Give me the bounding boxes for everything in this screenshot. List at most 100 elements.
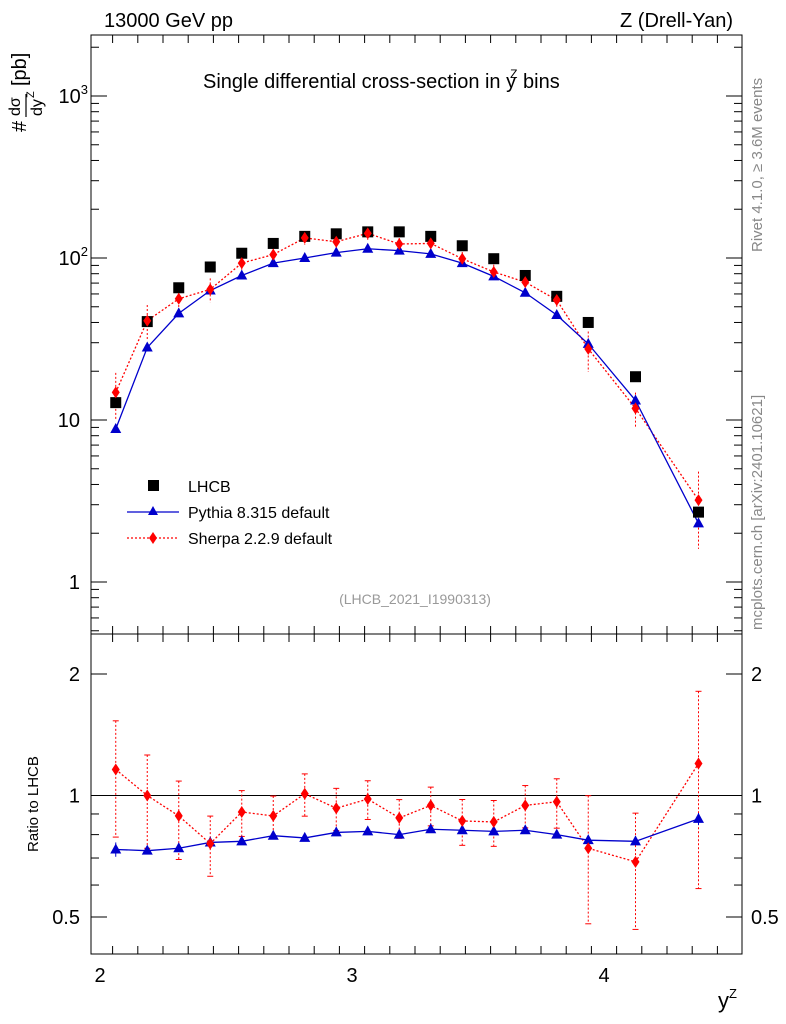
pythia-ratio-point (519, 824, 531, 835)
pythia-data-point (236, 269, 248, 280)
x-axis-ticks: 2 3 4 (94, 35, 718, 987)
sherpa-ratio-line (115, 763, 700, 863)
lhcb-data-point (425, 230, 437, 242)
pythia-data-point (425, 247, 437, 258)
sherpa-ratio-point (269, 809, 278, 822)
sherpa-data-point (332, 235, 341, 248)
lhcb-data-point (582, 316, 594, 328)
chart-title-prefix: Single differential cross-section in (203, 71, 506, 93)
main-y-tick-label: 103 (59, 82, 88, 108)
pythia-data-point (110, 422, 122, 433)
legend-pythia-marker (148, 506, 158, 515)
sherpa-data-point (363, 227, 372, 240)
pythia-ratio-point (362, 825, 374, 836)
lhcb-data-point (173, 282, 185, 294)
sherpa-data-point (426, 237, 435, 250)
sherpa-ratio-point (458, 814, 467, 827)
y-label-numerator: dσ (7, 97, 24, 116)
energy-label: 13000 GeV pp (104, 10, 233, 32)
x-tick-label: 4 (598, 965, 609, 987)
lhcb-data-point (393, 226, 405, 238)
legend-pythia-label: Pythia 8.315 default (188, 505, 330, 522)
legend-sherpa-label: Sherpa 2.2.9 default (188, 531, 333, 548)
x-axis-label: yZ (718, 986, 737, 1013)
legend-sherpa-marker (149, 532, 157, 544)
ratio-y-tick-label-left: 0.5 (52, 907, 80, 929)
legend-lhcb-label: LHCB (188, 479, 231, 496)
pythia-data-point (519, 286, 531, 297)
sherpa-ratio-point (300, 787, 309, 800)
chart-title-superscript: Z (510, 67, 517, 81)
pythia-data-point (330, 246, 342, 257)
main-y-tick-label: 102 (59, 244, 88, 270)
sherpa-series-line (115, 232, 700, 501)
sherpa-data-point (300, 231, 309, 244)
pythia-data-point (141, 341, 153, 352)
y-label-unit: [pb] (9, 53, 31, 86)
y-label-denominator: dy (29, 99, 46, 116)
pythia-data-point (693, 517, 704, 528)
pythia-ratio-point (330, 826, 342, 837)
lhcb-data-point (488, 253, 500, 265)
pythia-ratio-point (551, 828, 563, 839)
sherpa-data-point (206, 283, 215, 296)
ratio-y-axis-label: Ratio to LHCB (25, 756, 42, 852)
analysis-watermark: (LHCB_2021_I1990313) (339, 591, 491, 607)
lhcb-data-point (456, 240, 468, 252)
lhcb-data-point (630, 371, 641, 383)
pythia-ratio-point (582, 834, 594, 845)
sherpa-data-point (395, 238, 404, 251)
pythia-ratio-point (299, 831, 311, 842)
lhcb-data-point (693, 506, 704, 518)
sherpa-ratio-point (332, 802, 341, 815)
main-y-tick-label: 1 (69, 572, 80, 594)
pythia-ratio-point (425, 823, 437, 834)
main-series-layer (110, 226, 704, 549)
x-axis-label-sup: Z (729, 986, 737, 1001)
sherpa-ratio-point (174, 809, 183, 822)
pythia-data-point (267, 257, 279, 268)
sherpa-ratio-point (111, 763, 120, 776)
pythia-data-point (173, 307, 185, 318)
ratio-plot-frame (90, 633, 743, 955)
pythia-ratio-point (110, 843, 122, 854)
pythia-data-point (551, 308, 563, 319)
ratio-y-axis-ticks: 0.5 0.5 1 1 2 2 (52, 664, 779, 929)
pythia-ratio-point (488, 825, 500, 836)
chart-title-suffix: bins (517, 71, 559, 93)
main-y-tick-label: 10 (58, 410, 80, 432)
sherpa-ratio-point (363, 793, 372, 806)
ratio-y-tick-label-left: 1 (69, 786, 80, 808)
ratio-y-tick-label-right: 1 (751, 786, 762, 808)
sherpa-data-point (489, 265, 498, 278)
lhcb-data-point (330, 228, 342, 240)
pythia-ratio-point (141, 844, 153, 855)
sherpa-data-point (143, 314, 152, 327)
sherpa-ratio-point (521, 799, 530, 812)
y-label-denominator-sup: Z (25, 91, 37, 98)
sherpa-data-point (631, 402, 640, 415)
lhcb-data-point (519, 269, 531, 281)
sherpa-data-point (237, 257, 246, 270)
x-tick-label: 2 (94, 965, 105, 987)
pythia-ratio-line (115, 818, 699, 852)
lhcb-data-point (110, 397, 122, 409)
mcplots-label: mcplots.cern.ch [arXiv:2401.10621] (749, 395, 766, 630)
sherpa-ratio-point (489, 815, 498, 828)
sherpa-data-point (521, 276, 530, 289)
legend: LHCB Pythia 8.315 default Sherpa 2.2.9 d… (127, 479, 333, 548)
ratio-y-tick-label-right: 0.5 (751, 907, 779, 929)
sherpa-data-point (174, 292, 183, 305)
sherpa-data-point (111, 386, 120, 399)
pythia-ratio-point (393, 828, 405, 839)
sherpa-data-point (694, 494, 703, 507)
sherpa-ratio-point (426, 799, 435, 812)
process-label: Z (Drell-Yan) (620, 10, 733, 32)
sherpa-ratio-point (237, 806, 246, 819)
x-axis-label-main: y (718, 988, 729, 1013)
sherpa-ratio-point (694, 757, 703, 770)
pythia-data-point (362, 242, 374, 253)
sherpa-ratio-point (395, 811, 404, 824)
sherpa-data-point (458, 252, 467, 265)
